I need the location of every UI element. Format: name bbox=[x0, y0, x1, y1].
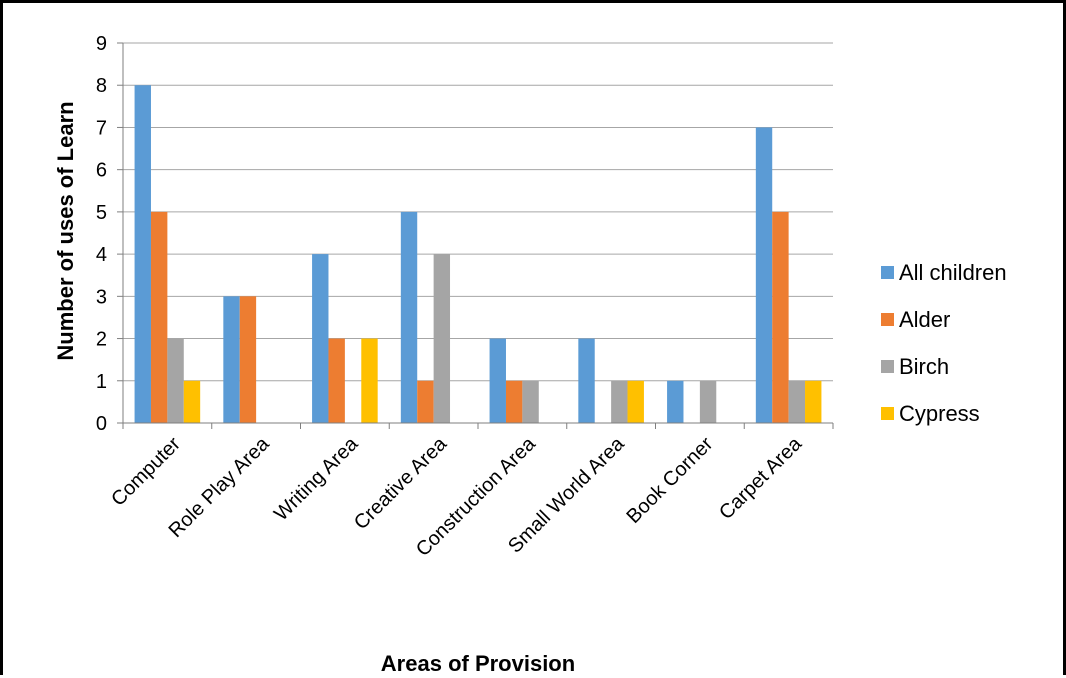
x-tick-label: Carpet Area bbox=[715, 432, 807, 524]
x-tick-label: Writing Area bbox=[270, 432, 363, 525]
bar bbox=[167, 338, 184, 423]
y-tick-label: 7 bbox=[96, 117, 107, 139]
bar bbox=[627, 380, 644, 423]
x-tick-label: Computer bbox=[107, 433, 185, 511]
legend-label: All children bbox=[899, 260, 1007, 285]
bar bbox=[611, 380, 628, 423]
bar bbox=[505, 380, 523, 423]
y-tick-label: 2 bbox=[96, 329, 107, 351]
y-tick-label: 0 bbox=[96, 413, 107, 435]
legend-swatch bbox=[881, 360, 894, 373]
bar bbox=[183, 380, 201, 423]
bar bbox=[239, 296, 257, 423]
bar bbox=[223, 296, 240, 423]
bar bbox=[312, 254, 329, 423]
bar bbox=[361, 338, 378, 423]
bar bbox=[417, 380, 434, 423]
x-axis-title: Areas of Provision bbox=[381, 651, 575, 676]
y-tick-label: 6 bbox=[96, 160, 107, 182]
bar bbox=[522, 380, 539, 423]
legend-label: Birch bbox=[899, 354, 949, 379]
legend-swatch bbox=[881, 407, 894, 420]
legend-swatch bbox=[881, 313, 894, 326]
legend-label: Alder bbox=[899, 307, 950, 332]
x-tick-label: Book Corner bbox=[622, 433, 717, 528]
bar bbox=[489, 338, 506, 423]
y-tick-labels: 0 1 2 3 4 5 6 7 8 9 bbox=[96, 33, 107, 435]
bar bbox=[805, 380, 822, 423]
bar bbox=[667, 380, 684, 423]
bar bbox=[772, 211, 789, 423]
y-tick-label: 8 bbox=[96, 75, 107, 97]
x-tick-label: Creative Area bbox=[350, 432, 452, 534]
axes bbox=[122, 43, 834, 429]
y-tick-label: 1 bbox=[96, 371, 107, 393]
bars bbox=[134, 85, 822, 423]
legend: All children Alder Birch Cypress bbox=[881, 260, 1007, 426]
bar bbox=[699, 380, 717, 423]
bar bbox=[150, 211, 168, 423]
legend-swatch bbox=[881, 266, 894, 279]
y-tick-label: 9 bbox=[96, 33, 107, 55]
legend-label: Cypress bbox=[899, 401, 980, 426]
y-tick-label: 4 bbox=[96, 244, 107, 266]
bar bbox=[755, 127, 773, 423]
y-axis-title: Number of uses of Learn bbox=[53, 101, 78, 360]
bar bbox=[578, 338, 595, 423]
y-tick-label: 3 bbox=[96, 286, 107, 308]
y-tick-label: 5 bbox=[96, 202, 107, 224]
bar bbox=[433, 254, 451, 423]
bar bbox=[400, 211, 418, 423]
bar bbox=[134, 85, 151, 423]
bar bbox=[788, 380, 806, 423]
bar bbox=[328, 338, 345, 423]
